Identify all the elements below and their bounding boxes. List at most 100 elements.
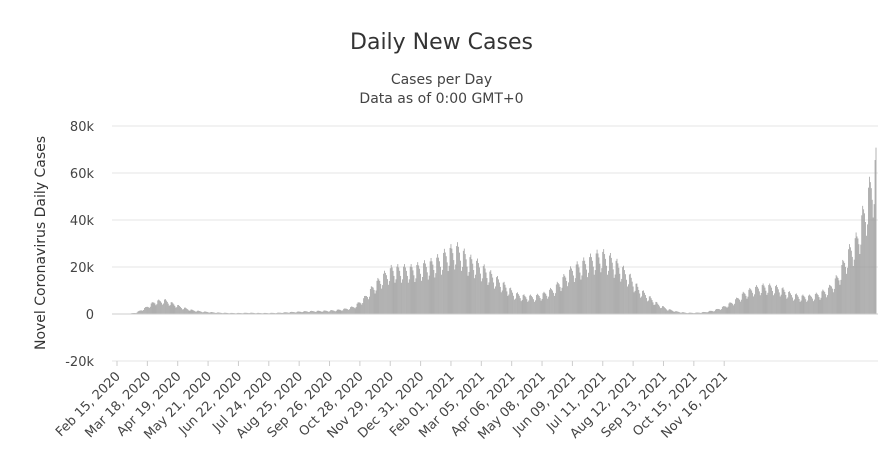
bar[interactable]	[187, 309, 189, 314]
bar[interactable]	[424, 260, 425, 314]
bar[interactable]	[560, 291, 562, 314]
bar[interactable]	[574, 278, 576, 314]
bar[interactable]	[618, 267, 620, 314]
bar[interactable]	[321, 311, 323, 314]
bar[interactable]	[363, 298, 365, 314]
bar[interactable]	[447, 271, 449, 314]
bar[interactable]	[392, 270, 394, 314]
bar[interactable]	[344, 308, 346, 314]
bar[interactable]	[350, 306, 352, 314]
bar[interactable]	[567, 286, 569, 314]
bar[interactable]	[545, 293, 547, 314]
bar[interactable]	[689, 312, 691, 314]
bar[interactable]	[600, 272, 602, 314]
bar[interactable]	[854, 238, 856, 314]
bar[interactable]	[679, 312, 680, 314]
bar[interactable]	[339, 309, 341, 314]
bar[interactable]	[674, 311, 676, 314]
bar[interactable]	[802, 294, 804, 314]
bar[interactable]	[575, 264, 577, 314]
bar[interactable]	[196, 311, 198, 314]
bar[interactable]	[548, 296, 550, 314]
bar[interactable]	[561, 287, 563, 314]
bar[interactable]	[816, 293, 818, 314]
bar[interactable]	[291, 311, 292, 314]
bar[interactable]	[787, 297, 789, 314]
bar[interactable]	[439, 261, 440, 314]
bar[interactable]	[323, 310, 325, 314]
bar[interactable]	[823, 290, 825, 314]
bar[interactable]	[711, 310, 713, 314]
bar[interactable]	[352, 307, 354, 314]
bar[interactable]	[490, 270, 492, 314]
bar[interactable]	[303, 311, 305, 314]
bar[interactable]	[690, 312, 692, 314]
bar[interactable]	[182, 309, 183, 314]
bar[interactable]	[483, 264, 485, 314]
bar[interactable]	[328, 311, 329, 314]
bar[interactable]	[298, 311, 300, 314]
bar[interactable]	[505, 287, 507, 314]
bar[interactable]	[668, 309, 670, 314]
bar[interactable]	[384, 270, 385, 314]
bar[interactable]	[608, 270, 609, 314]
bar[interactable]	[158, 299, 160, 314]
bar[interactable]	[199, 311, 200, 314]
bar[interactable]	[663, 306, 664, 314]
bar[interactable]	[643, 290, 644, 314]
bar[interactable]	[507, 295, 509, 314]
bar[interactable]	[232, 312, 234, 314]
bar[interactable]	[142, 310, 143, 314]
bar[interactable]	[757, 288, 759, 314]
bar[interactable]	[361, 304, 363, 314]
bar[interactable]	[873, 204, 875, 314]
bar[interactable]	[640, 297, 642, 314]
bar[interactable]	[189, 310, 191, 314]
bar[interactable]	[390, 264, 392, 314]
bar[interactable]	[332, 310, 333, 314]
bar[interactable]	[244, 312, 246, 314]
bar[interactable]	[453, 260, 455, 314]
bar[interactable]	[371, 286, 373, 314]
bar[interactable]	[641, 296, 643, 314]
bar[interactable]	[481, 278, 483, 314]
bar[interactable]	[252, 312, 254, 314]
bar[interactable]	[434, 277, 436, 314]
bar[interactable]	[655, 301, 657, 314]
bar[interactable]	[813, 299, 815, 314]
bar[interactable]	[302, 312, 304, 314]
bar[interactable]	[489, 271, 491, 314]
bar[interactable]	[772, 290, 773, 314]
bar[interactable]	[424, 263, 426, 314]
bar[interactable]	[357, 302, 359, 314]
bar[interactable]	[572, 270, 573, 314]
bar[interactable]	[776, 284, 777, 314]
bar[interactable]	[779, 296, 781, 314]
bar[interactable]	[525, 297, 527, 314]
bar[interactable]	[708, 311, 710, 314]
bar[interactable]	[414, 282, 416, 314]
bar[interactable]	[565, 277, 567, 314]
bar[interactable]	[594, 270, 596, 314]
bar[interactable]	[492, 277, 494, 314]
bar[interactable]	[508, 294, 510, 314]
bar[interactable]	[723, 306, 725, 314]
bar[interactable]	[465, 259, 467, 314]
bar[interactable]	[710, 310, 712, 314]
bar[interactable]	[484, 268, 486, 315]
bar[interactable]	[452, 253, 454, 314]
bar[interactable]	[768, 285, 770, 314]
bar[interactable]	[348, 309, 349, 314]
bar[interactable]	[482, 266, 484, 314]
bar[interactable]	[488, 282, 490, 314]
bar[interactable]	[583, 257, 585, 314]
bar[interactable]	[480, 281, 482, 314]
bar[interactable]	[219, 312, 220, 314]
bar[interactable]	[156, 304, 158, 314]
bar[interactable]	[448, 265, 450, 314]
bar[interactable]	[832, 292, 834, 314]
bar[interactable]	[773, 295, 774, 314]
bar[interactable]	[619, 273, 621, 314]
bar[interactable]	[461, 266, 463, 314]
bar[interactable]	[277, 312, 279, 314]
